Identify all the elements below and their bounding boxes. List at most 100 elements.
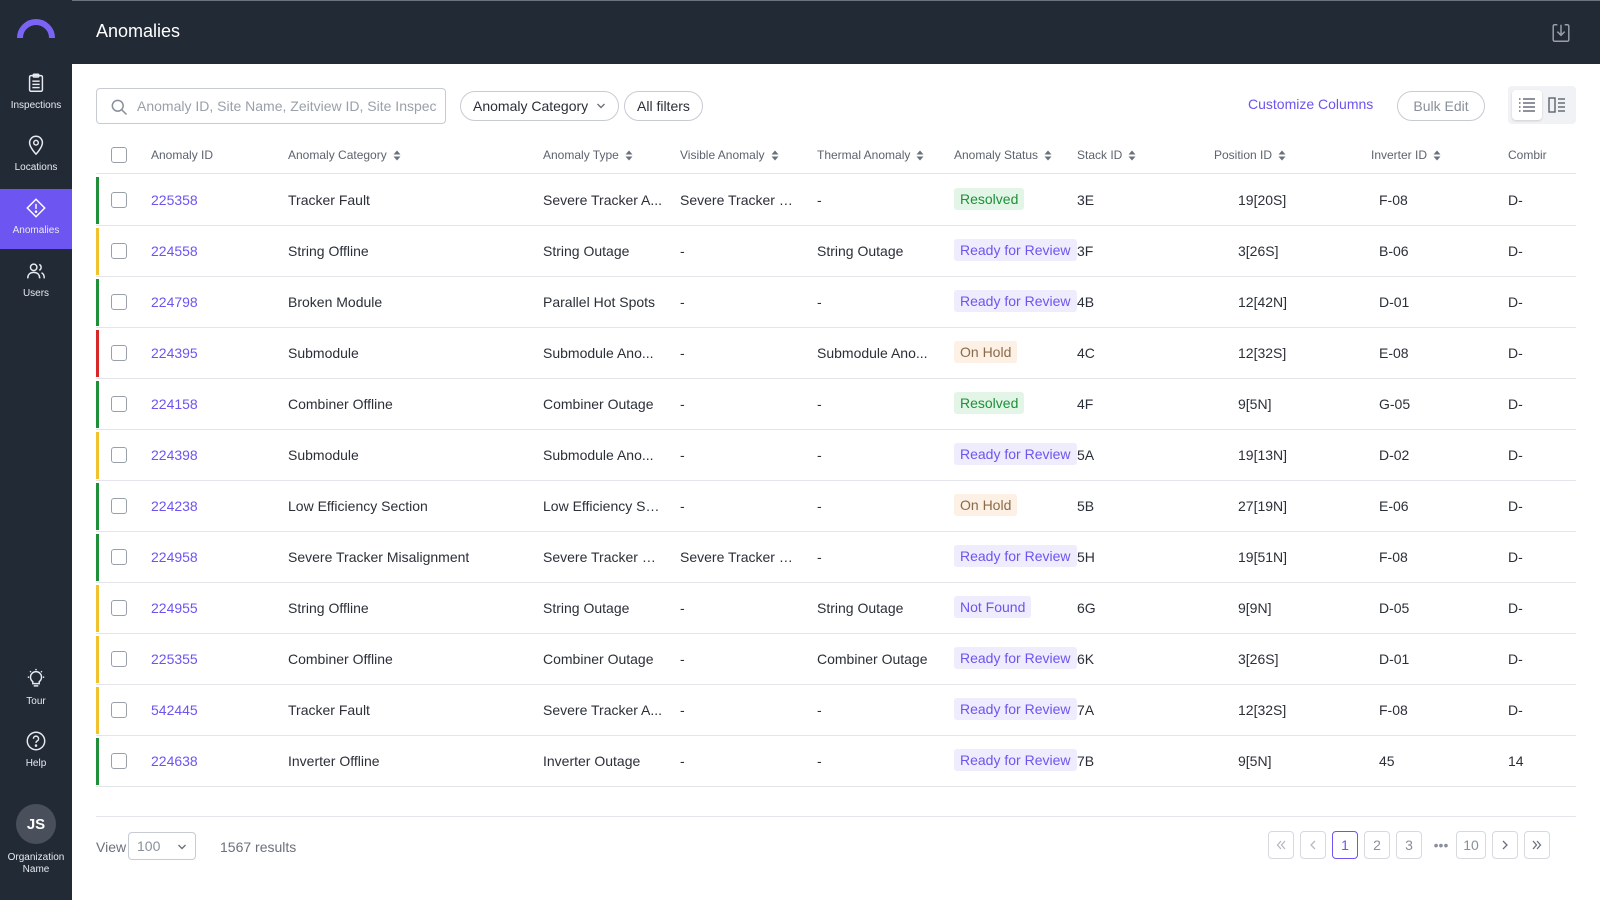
sidebar-item-users[interactable]: Users: [0, 252, 72, 312]
cell-visible-anomaly: -: [680, 498, 685, 514]
cell-stack-id: 6G: [1077, 600, 1096, 616]
list-view-button[interactable]: [1512, 90, 1542, 120]
chevron-down-icon: [597, 103, 606, 109]
download-icon[interactable]: [1550, 22, 1572, 44]
all-filters-button[interactable]: All filters: [624, 91, 703, 121]
table-row[interactable]: 224955 String Offline String Outage - String…: [96, 583, 1576, 634]
last-page-button[interactable]: [1524, 831, 1550, 859]
table-footer: View 100 1567 results 1 2 3 ••• 10: [96, 816, 1576, 876]
column-header-anomaly-type[interactable]: Anomaly Type: [543, 148, 633, 162]
anomaly-category-filter-label: Anomaly Category: [473, 98, 589, 114]
severity-indicator: [96, 279, 99, 326]
cell-visible-anomaly: Severe Tracker M...: [680, 192, 800, 208]
cell-visible-anomaly: -: [680, 243, 685, 259]
cell-visible-anomaly: -: [680, 600, 685, 616]
sidebar-item-anomalies[interactable]: Anomalies: [0, 189, 72, 249]
anomaly-id-link[interactable]: 224638: [151, 753, 198, 769]
row-checkbox[interactable]: [111, 549, 127, 565]
anomaly-id-link[interactable]: 224798: [151, 294, 198, 310]
first-page-button[interactable]: [1268, 831, 1294, 859]
anomaly-id-link[interactable]: 224955: [151, 600, 198, 616]
cell-position-id: 12[42N]: [1238, 294, 1288, 310]
row-checkbox[interactable]: [111, 498, 127, 514]
pagination-ellipsis: •••: [1428, 831, 1454, 859]
anomaly-id-link[interactable]: 224395: [151, 345, 198, 361]
table-row[interactable]: 224238 Low Efficiency Section Low Efficien…: [96, 481, 1576, 532]
split-view-button[interactable]: [1542, 90, 1572, 120]
cell-anomaly-type: Severe Tracker M...: [543, 549, 663, 565]
sidebar-item-locations[interactable]: Locations: [0, 126, 72, 186]
sidebar-item-label: Anomalies: [12, 225, 60, 236]
row-checkbox[interactable]: [111, 753, 127, 769]
page-size-select[interactable]: 100: [128, 832, 196, 860]
column-header-visible-anomaly[interactable]: Visible Anomaly: [680, 148, 779, 162]
anomaly-id-link[interactable]: 224398: [151, 447, 198, 463]
cell-inverter-id: D-01: [1379, 294, 1410, 310]
search-input[interactable]: [137, 95, 437, 117]
anomaly-id-link[interactable]: 225358: [151, 192, 198, 208]
row-checkbox[interactable]: [111, 345, 127, 361]
anomaly-id-link[interactable]: 542445: [151, 702, 198, 718]
row-checkbox[interactable]: [111, 243, 127, 259]
select-all-checkbox[interactable]: [111, 147, 127, 163]
row-checkbox[interactable]: [111, 294, 127, 310]
anomaly-id-link[interactable]: 224238: [151, 498, 198, 514]
anomaly-id-link[interactable]: 224158: [151, 396, 198, 412]
table-row[interactable]: 224798 Broken Module Parallel Hot Spots - - R…: [96, 277, 1576, 328]
bulk-edit-button[interactable]: Bulk Edit: [1397, 91, 1485, 121]
cell-anomaly-type: Submodule Ano...: [543, 345, 654, 361]
table-row[interactable]: 224158 Combiner Offline Combiner Outage - - R…: [96, 379, 1576, 430]
row-checkbox[interactable]: [111, 702, 127, 718]
logo-icon[interactable]: [17, 16, 55, 40]
page-button-10[interactable]: 10: [1456, 831, 1486, 859]
status-badge: On Hold: [954, 341, 1018, 363]
table-row[interactable]: 224398 Submodule Submodule Ano... - - Ready f…: [96, 430, 1576, 481]
anomaly-id-link[interactable]: 225355: [151, 651, 198, 667]
column-header-combiner[interactable]: Combir: [1508, 148, 1547, 162]
table-row[interactable]: 224558 String Offline String Outage - String…: [96, 226, 1576, 277]
table-row[interactable]: 224638 Inverter Offline Inverter Outage - - R…: [96, 736, 1576, 787]
anomaly-id-link[interactable]: 224958: [151, 549, 198, 565]
table-row[interactable]: 542445 Tracker Fault Severe Tracker A... - -…: [96, 685, 1576, 736]
column-header-anomaly-category[interactable]: Anomaly Category: [288, 148, 401, 162]
column-header-label: Stack ID: [1077, 148, 1123, 162]
table-row[interactable]: 225355 Combiner Offline Combiner Outage - Co…: [96, 634, 1576, 685]
column-header-anomaly-status[interactable]: Anomaly Status: [954, 148, 1052, 162]
row-checkbox[interactable]: [111, 396, 127, 412]
cell-stack-id: 3F: [1077, 243, 1094, 259]
sidebar-item-inspections[interactable]: Inspections: [0, 64, 72, 124]
previous-page-button[interactable]: [1300, 831, 1326, 859]
page-button-2[interactable]: 2: [1364, 831, 1390, 859]
column-header-position-id[interactable]: Position ID: [1214, 148, 1286, 162]
row-checkbox[interactable]: [111, 651, 127, 667]
column-header-anomaly-id[interactable]: Anomaly ID: [151, 148, 213, 162]
anomaly-id-link[interactable]: 224558: [151, 243, 198, 259]
row-checkbox[interactable]: [111, 192, 127, 208]
anomaly-category-filter[interactable]: Anomaly Category: [460, 91, 620, 121]
cell-position-id: 12[32S]: [1238, 702, 1287, 718]
page-button-1[interactable]: 1: [1332, 831, 1358, 859]
table-row[interactable]: 224958 Severe Tracker Misalignment Severe …: [96, 532, 1576, 583]
column-header-inverter-id[interactable]: Inverter ID: [1371, 148, 1441, 162]
row-checkbox[interactable]: [111, 600, 127, 616]
sidebar-item-tour[interactable]: Tour: [0, 660, 72, 720]
cell-anomaly-category: Low Efficiency Section: [288, 498, 428, 514]
customize-columns-link[interactable]: Customize Columns: [1248, 96, 1374, 112]
cell-inverter-id: D-01: [1379, 651, 1410, 667]
column-header-label: Anomaly Type: [543, 148, 619, 162]
cell-anomaly-type: Low Efficiency Se...: [543, 498, 663, 514]
cell-anomaly-category: Severe Tracker Misalignment: [288, 549, 470, 565]
sort-icon: [916, 150, 924, 160]
table-row[interactable]: 225358 Tracker Fault Severe Tracker A... Se…: [96, 175, 1576, 226]
row-checkbox[interactable]: [111, 447, 127, 463]
cell-visible-anomaly: Severe Tracker M...: [680, 549, 800, 565]
sort-icon: [1044, 150, 1052, 160]
column-header-thermal-anomaly[interactable]: Thermal Anomaly: [817, 148, 924, 162]
column-header-stack-id[interactable]: Stack ID: [1077, 148, 1136, 162]
next-page-button[interactable]: [1492, 831, 1518, 859]
page-button-3[interactable]: 3: [1396, 831, 1422, 859]
sort-icon: [1278, 150, 1286, 160]
sidebar-item-help[interactable]: Help: [0, 722, 72, 782]
table-row[interactable]: 224395 Submodule Submodule Ano... - Submodul…: [96, 328, 1576, 379]
avatar[interactable]: JS: [16, 804, 56, 844]
